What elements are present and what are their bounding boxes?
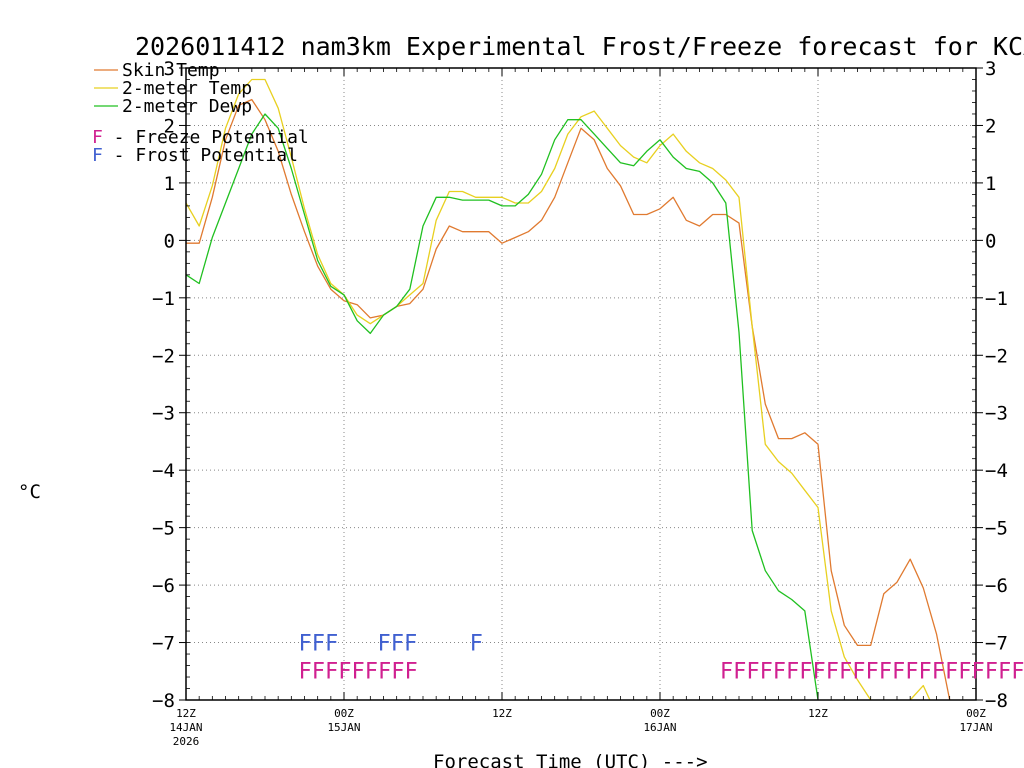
potential-legend-entry: F - Frost Potential — [92, 145, 298, 166]
x-date-label: 17JAN — [959, 721, 992, 734]
axis-ticks: 3 3 2 2 1 1 0 0 −1 −1 −2 −2 −3 −3 −4 −4 −5 −5 −6 −6 −7 −7 −8 −8… — [152, 58, 1008, 748]
series-line-2-meter-temp — [186, 78, 931, 700]
y-tick-label-right: 1 — [985, 173, 996, 195]
frost-marker: FFF — [299, 632, 339, 657]
series-lines — [186, 78, 951, 700]
potential-legend-label: - Frost Potential — [103, 145, 298, 166]
y-tick-label-left: 2 — [164, 115, 175, 137]
y-tick-label-left: −8 — [152, 690, 175, 712]
y-tick-label-right: −2 — [985, 345, 1008, 367]
frost-marker: FFF — [378, 632, 418, 657]
y-tick-label-left: 1 — [164, 173, 175, 195]
series-line-2-meter-dewp — [186, 113, 819, 700]
y-tick-label-left: 3 — [164, 58, 175, 80]
y-tick-label-left: −2 — [152, 345, 175, 367]
y-tick-label-left: −4 — [152, 460, 175, 482]
legend-label: Skin Temp — [122, 60, 220, 81]
series-line-skin-temp — [186, 98, 951, 700]
freeze-marker: FFFFFFFFFFFFFFFFFFFFFFF — [720, 659, 1024, 684]
y-tick-label-right: −3 — [985, 403, 1008, 425]
x-tick-label: 12Z — [808, 707, 828, 720]
y-tick-label-right: 0 — [985, 230, 996, 252]
y-tick-label-left: −3 — [152, 403, 175, 425]
y-tick-label-right: −4 — [985, 460, 1008, 482]
legend-label: 2-meter Temp — [122, 78, 252, 99]
y-tick-label-left: −6 — [152, 575, 175, 597]
y-tick-label-left: −5 — [152, 518, 175, 540]
x-tick-label: 12Z — [492, 707, 512, 720]
y-tick-label-right: −1 — [985, 288, 1008, 310]
x-tick-label: 12Z — [176, 707, 196, 720]
chart-title: 2026011412 nam3km Experimental Frost/Fre… — [135, 32, 1024, 61]
potential-legend-label: - Freeze Potential — [103, 127, 309, 148]
x-date-label: 14JAN — [169, 721, 202, 734]
y-tick-label-right: −8 — [985, 690, 1008, 712]
potential-legend-glyph: F — [92, 145, 103, 166]
legend-label: 2-meter Dewp — [122, 96, 252, 117]
y-tick-label-right: 3 — [985, 58, 996, 80]
y-tick-label-right: 2 — [985, 115, 996, 137]
y-tick-label-right: −7 — [985, 633, 1008, 655]
x-date-label: 16JAN — [643, 721, 676, 734]
potential-markers: FFF FFF FFFFFFFFFF FFFFFFFFFFFFFFFFFFFFFFF — [299, 632, 1024, 685]
plot-frame — [185, 67, 977, 701]
frost-marker: F — [470, 632, 483, 657]
y-tick-label-left: −7 — [152, 633, 175, 655]
y-tick-label-left: 0 — [164, 230, 175, 252]
y-tick-label-right: −5 — [985, 518, 1008, 540]
x-tick-label: 00Z — [966, 707, 986, 720]
x-year-label: 2026 — [173, 735, 200, 748]
potential-legend-glyph: F — [92, 127, 103, 148]
y-tick-label-left: −1 — [152, 288, 175, 310]
x-tick-label: 00Z — [650, 707, 670, 720]
grid-lines — [186, 68, 976, 700]
freeze-marker: FFFFFFFFF — [299, 659, 418, 684]
potential-legend-entry: F - Freeze Potential — [92, 127, 309, 148]
x-date-label: 15JAN — [327, 721, 360, 734]
y-tick-label-right: −6 — [985, 575, 1008, 597]
x-tick-label: 00Z — [334, 707, 354, 720]
x-axis-label: Forecast Time (UTC) ---> — [433, 751, 708, 768]
y-axis-label: °C — [18, 481, 41, 503]
